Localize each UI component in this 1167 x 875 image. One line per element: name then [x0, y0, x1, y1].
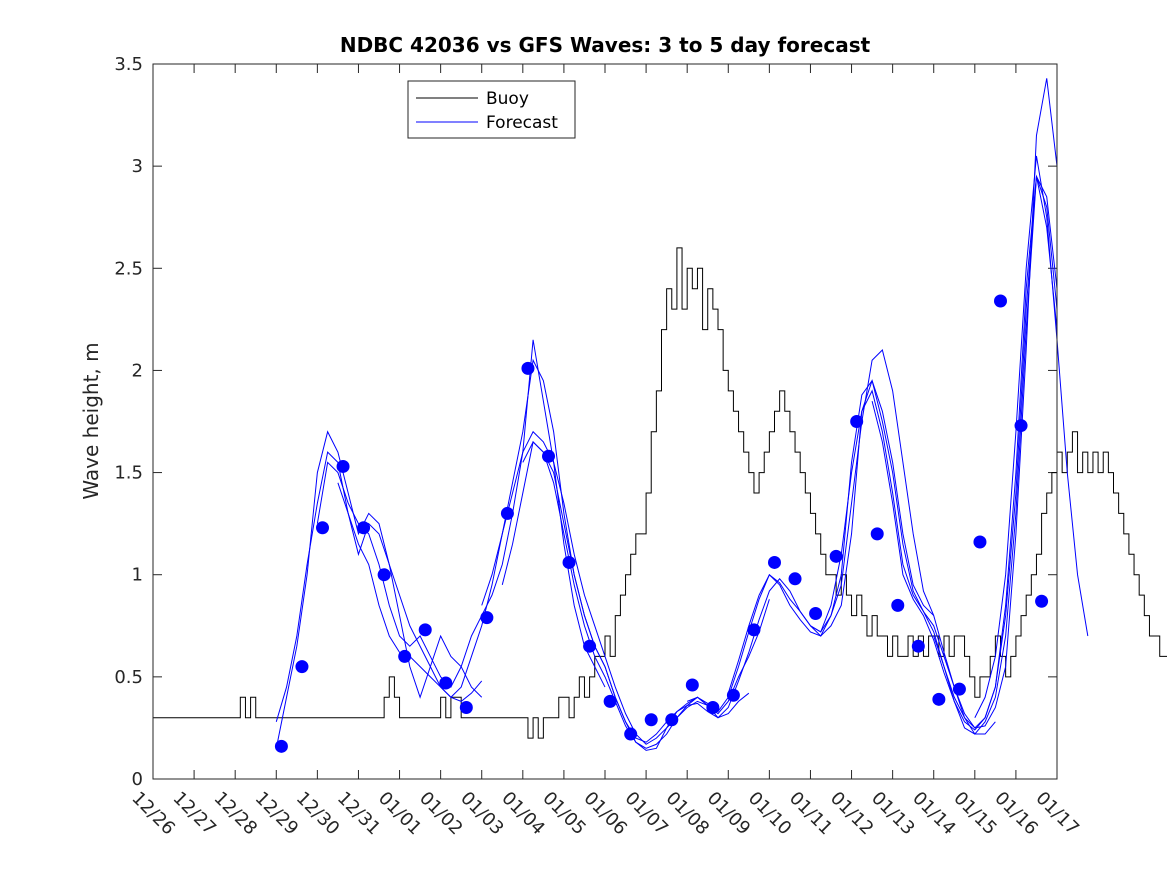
forecast-marker — [459, 701, 473, 714]
forecast-marker — [500, 506, 514, 520]
forecast-marker — [973, 535, 987, 549]
forecast-marker — [809, 607, 823, 621]
forecast-marker — [932, 692, 946, 706]
forecast-marker — [994, 294, 1007, 308]
buoy-series — [153, 247, 1167, 739]
chart-title: NDBC 42036 vs GFS Waves: 3 to 5 day fore… — [340, 33, 871, 57]
forecast-marker — [1014, 419, 1028, 433]
forecast-line — [810, 174, 1058, 735]
forecast-marker — [521, 361, 535, 375]
x-tick-label: 12/27 — [169, 788, 221, 840]
y-tick-label: 0.5 — [114, 667, 143, 688]
x-tick-label: 12/26 — [127, 788, 179, 840]
forecast-line — [974, 155, 1089, 718]
y-tick-label: 3 — [132, 156, 143, 177]
forecast-marker — [316, 521, 329, 535]
forecast-marker — [295, 660, 309, 674]
forecast-line — [522, 441, 770, 749]
forecast-marker — [850, 415, 864, 428]
forecast-marker — [644, 713, 658, 727]
y-tick-label: 1.5 — [114, 463, 143, 484]
legend: Buoy Forecast — [407, 80, 576, 139]
y-axis-label: Wave height, m — [79, 342, 103, 499]
x-tick-label: 01/14 — [908, 788, 960, 840]
forecast-marker — [418, 623, 432, 637]
forecast-markers — [274, 294, 1049, 753]
x-tick-label: 01/03 — [456, 788, 508, 840]
forecast-marker — [870, 527, 884, 541]
forecast-marker — [583, 639, 597, 653]
forecast-marker — [952, 682, 966, 696]
x-tick-label: 01/04 — [497, 788, 549, 840]
x-tick-label: 01/07 — [621, 788, 673, 840]
x-tick-label: 01/10 — [744, 788, 796, 840]
forecast-marker — [726, 688, 740, 702]
x-tick-label: 12/28 — [210, 788, 262, 840]
y-tick-label: 1 — [132, 565, 143, 586]
forecast-marker — [829, 549, 843, 563]
x-tick-label: 01/02 — [415, 788, 467, 840]
forecast-marker — [542, 449, 555, 463]
forecast-marker — [603, 694, 617, 708]
forecast-marker — [562, 555, 576, 569]
forecast-marker — [336, 459, 350, 473]
forecast-line — [275, 430, 483, 749]
axes-box — [152, 63, 1058, 780]
x-tick-label: 12/31 — [333, 788, 385, 840]
x-tick-label: 01/16 — [990, 788, 1042, 840]
forecast-marker — [706, 701, 720, 714]
forecast-series — [275, 78, 1089, 751]
forecast-marker — [747, 623, 761, 637]
y-tick-label: 2.5 — [114, 258, 143, 279]
forecast-line — [871, 176, 1058, 731]
x-tick-label: 01/09 — [703, 788, 755, 840]
forecast-line — [337, 358, 606, 698]
x-tick-label: 01/01 — [374, 788, 426, 840]
legend-buoy-label: Buoy — [486, 89, 529, 109]
y-tick-label: 2 — [132, 360, 143, 381]
forecast-marker — [439, 676, 453, 690]
x-tick-label: 01/05 — [538, 788, 590, 840]
forecast-marker — [911, 639, 925, 653]
plot-area — [153, 64, 1057, 779]
forecast-marker — [768, 555, 781, 569]
legend-box — [407, 80, 576, 139]
forecast-marker — [685, 678, 699, 692]
x-tick-label: 01/11 — [785, 788, 837, 840]
x-tick-label: 01/17 — [1031, 788, 1083, 840]
forecast-line — [686, 379, 996, 735]
forecast-marker — [357, 521, 371, 535]
x-tick-label: 01/15 — [949, 788, 1001, 840]
forecast-marker — [1035, 594, 1049, 608]
forecast-marker — [480, 611, 494, 625]
x-tick-label: 12/30 — [292, 788, 344, 840]
forecast-line — [933, 176, 1058, 729]
forecast-marker — [398, 649, 412, 663]
y-axis: 0 0.5 1 1.5 2 2.5 3 3.5 — [114, 54, 1057, 790]
buoy-line — [153, 247, 1167, 739]
y-tick-label: 0 — [132, 769, 143, 790]
x-tick-label: 12/29 — [251, 788, 303, 840]
forecast-marker — [274, 739, 288, 753]
forecast-marker — [788, 572, 802, 586]
x-tick-label: 01/12 — [826, 788, 878, 840]
forecast-marker — [665, 713, 679, 727]
y-tick-label: 3.5 — [114, 54, 143, 75]
x-tick-label: 01/08 — [662, 788, 714, 840]
forecast-marker — [891, 598, 905, 612]
forecast-marker — [624, 727, 638, 741]
x-tick-label: 01/13 — [867, 788, 919, 840]
legend-forecast-label: Forecast — [486, 113, 558, 133]
forecast-line — [604, 379, 935, 743]
forecast-line — [727, 78, 1058, 729]
forecast-marker — [377, 568, 391, 582]
x-tick-label: 01/06 — [579, 788, 631, 840]
